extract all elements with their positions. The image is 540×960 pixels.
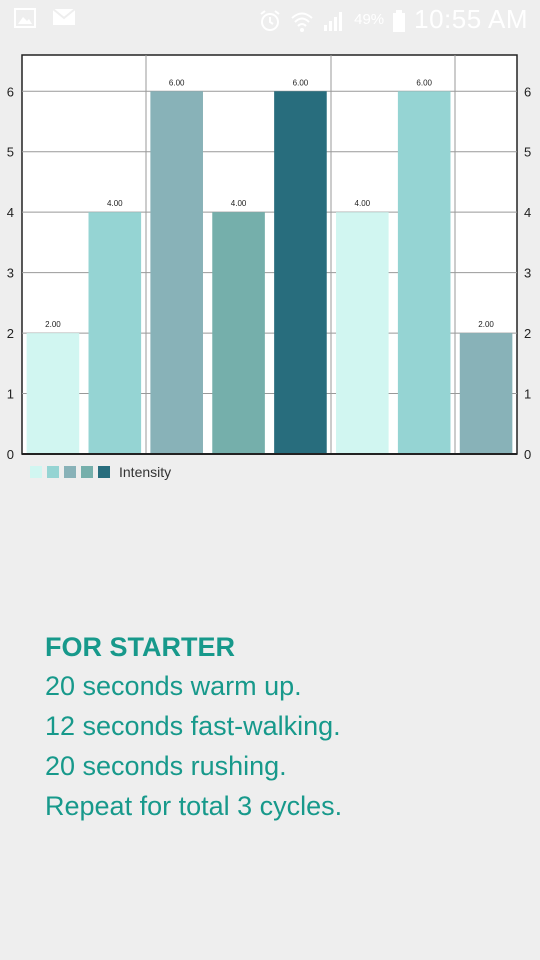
legend-label: Intensity <box>119 464 172 480</box>
bar-3 <box>150 91 203 454</box>
battery-percent: 49% <box>354 11 385 28</box>
bar-value-label-4: 4.00 <box>231 199 247 208</box>
legend-swatch-1 <box>30 466 42 478</box>
description-line-2: 12 seconds fast-walking. <box>45 711 341 741</box>
bar-value-label-2: 4.00 <box>107 199 123 208</box>
intensity-chart: 0 0 1 1 2 2 3 3 4 4 5 5 6 6 2.00 4.00 6.00 4.00 6.00 4.00 6.… <box>0 44 540 484</box>
bar-5 <box>274 91 327 454</box>
legend-swatch-2 <box>47 466 59 478</box>
y-tick-label-right: 2 <box>524 326 531 341</box>
description-line-1: 20 seconds warm up. <box>45 671 302 701</box>
legend-swatch-4 <box>81 466 93 478</box>
y-tick-label-right: 6 <box>524 84 531 99</box>
image-icon <box>14 8 38 30</box>
y-tick-label-right: 4 <box>524 205 531 220</box>
bar-value-label-5: 6.00 <box>293 78 309 87</box>
legend-swatch-3 <box>64 466 76 478</box>
bar-chart-svg: 0 0 1 1 2 2 3 3 4 4 5 5 6 6 2.00 4.00 6.00 4.00 6.00 4.00 6.… <box>7 54 531 462</box>
alarm-icon <box>258 9 282 31</box>
bar-4 <box>212 212 265 454</box>
bar-2 <box>88 212 142 454</box>
bar-1 <box>26 333 80 454</box>
clock: 10:55 AM <box>414 4 528 34</box>
bar-value-label-3: 6.00 <box>169 78 185 87</box>
description-title: FOR STARTER <box>45 632 235 662</box>
signal-icon <box>322 9 346 31</box>
description-line-3: 20 seconds rushing. <box>45 751 287 781</box>
y-tick-label-left: 2 <box>7 326 14 341</box>
y-tick-label-left: 4 <box>7 205 14 220</box>
bar-6 <box>336 212 389 454</box>
status-bar: 49% 10:55 AM <box>0 0 540 40</box>
y-tick-label-left: 0 <box>7 447 14 462</box>
workout-description: FOR STARTER 20 seconds warm up. 12 secon… <box>45 628 525 826</box>
y-tick-label-left: 6 <box>7 84 14 99</box>
y-tick-label-left: 5 <box>7 145 14 160</box>
y-tick-label-right: 3 <box>524 266 531 281</box>
bar-8 <box>459 333 513 454</box>
y-tick-label-left: 1 <box>7 387 14 402</box>
bar-value-label-6: 4.00 <box>355 199 371 208</box>
legend-swatches <box>30 466 110 478</box>
description-line-4: Repeat for total 3 cycles. <box>45 791 343 821</box>
y-tick-label-right: 5 <box>524 145 531 160</box>
bar-value-label-7: 6.00 <box>416 78 432 87</box>
wifi-icon <box>290 9 314 32</box>
legend-swatch-5 <box>98 466 110 478</box>
bar-value-label-8: 2.00 <box>478 320 494 329</box>
y-tick-label-right: 0 <box>524 447 531 462</box>
chart-legend: Intensity <box>30 464 171 480</box>
y-tick-label-right: 1 <box>524 387 531 402</box>
bar-value-label-1: 2.00 <box>45 320 61 329</box>
battery-icon <box>392 9 406 32</box>
y-tick-label-left: 3 <box>7 266 14 281</box>
mail-icon <box>52 8 76 30</box>
bar-7 <box>397 91 451 454</box>
